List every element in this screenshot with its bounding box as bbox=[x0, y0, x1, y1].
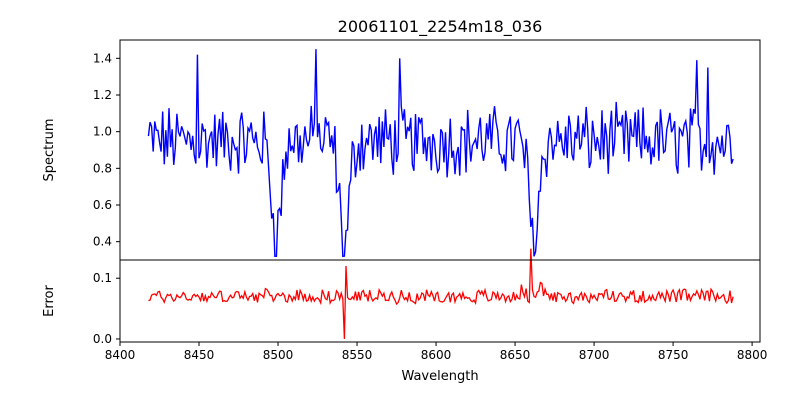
error-ylabel: Error bbox=[42, 285, 57, 317]
error-y-ticks: 0.0 0.1 bbox=[93, 271, 120, 346]
error-x-tick-label: 8700 bbox=[579, 348, 610, 362]
error-xlabel: Wavelength bbox=[401, 369, 478, 384]
error-y-tick-label: 0.1 bbox=[93, 271, 112, 285]
error-x-tick-label: 8650 bbox=[500, 348, 531, 362]
spectrum-line bbox=[147, 49, 734, 258]
error-series bbox=[148, 248, 734, 339]
error-y-tick-label: 0.0 bbox=[93, 332, 112, 346]
spectrum-y-ticks: 0.4 0.6 0.8 1.0 1.2 1.4 bbox=[93, 51, 120, 249]
spectrum-y-tick-label: 0.8 bbox=[93, 161, 112, 175]
spectrum-series bbox=[147, 49, 734, 258]
error-axes-frame bbox=[119, 259, 761, 343]
error-line bbox=[148, 248, 734, 339]
error-panel: 0.00.1 8400 8450 8500 8550 8600 8650 8700 8750 8… bbox=[42, 248, 768, 384]
error-x-tick-label: 8600 bbox=[421, 348, 452, 362]
spectrum-y-tick-label: 0.6 bbox=[93, 198, 112, 212]
error-x-tick-label: 8800 bbox=[737, 348, 768, 362]
error-x-ticks: 8400 8450 8500 8550 8600 8650 8700 8750 8800 bbox=[105, 342, 768, 362]
error-x-tick-label: 8450 bbox=[184, 348, 215, 362]
spectrum-y-tick-label: 1.4 bbox=[93, 51, 112, 65]
spectrum-y-tick-label: 0.4 bbox=[93, 235, 112, 249]
spectrum-y-tick-label: 1.2 bbox=[93, 88, 112, 102]
spectrum-y-tick-label: 1.0 bbox=[93, 125, 112, 139]
chart-title: 20061101_2254m18_036 bbox=[338, 17, 543, 37]
error-x-tick-label: 8500 bbox=[263, 348, 294, 362]
error-x-tick-label: 8750 bbox=[658, 348, 689, 362]
error-x-tick-label: 8400 bbox=[105, 348, 136, 362]
error-x-tick-label: 8550 bbox=[342, 348, 373, 362]
spectrum-ylabel: Spectrum bbox=[42, 119, 57, 182]
